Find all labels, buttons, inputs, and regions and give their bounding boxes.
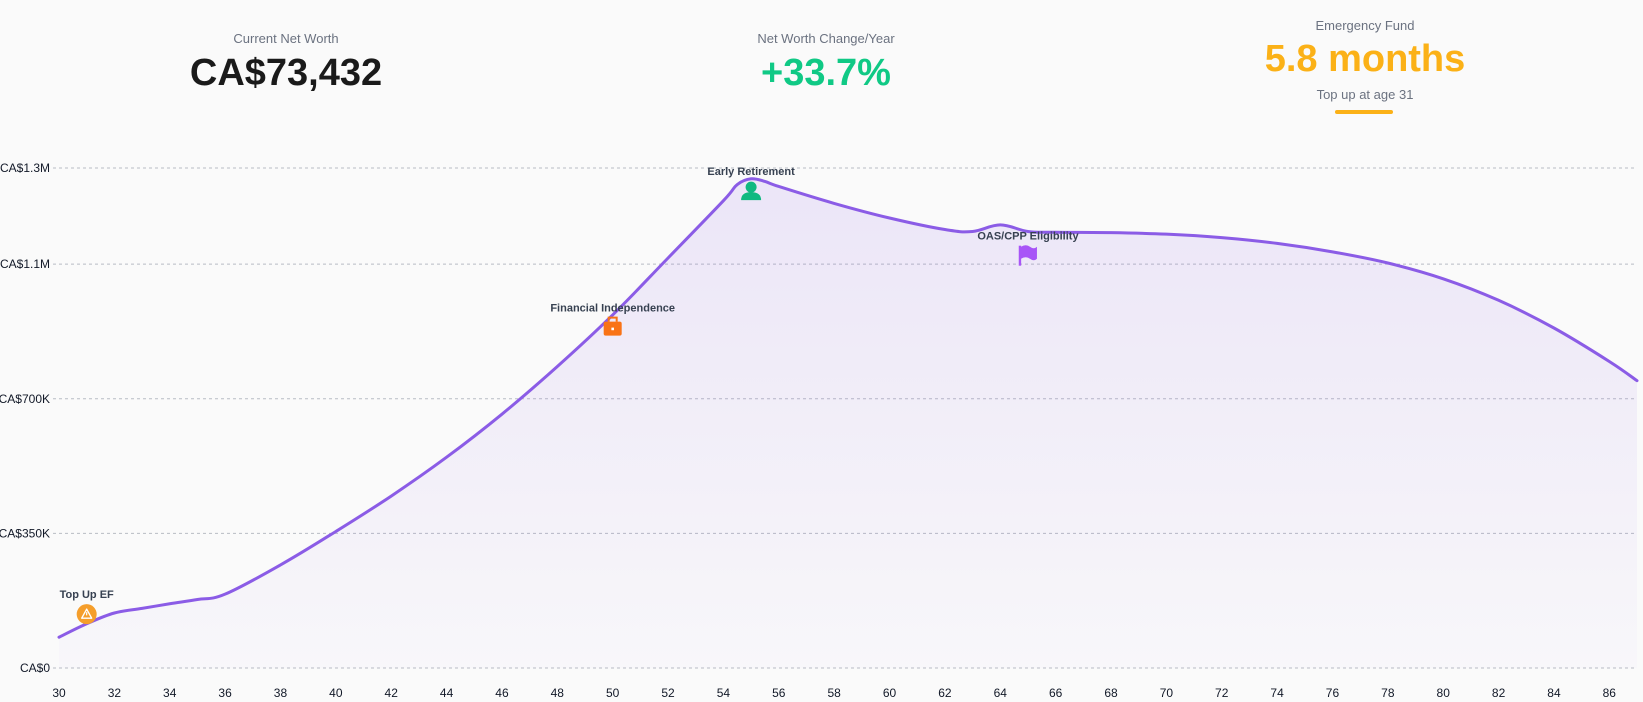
emergency-fund-progress-fill	[1335, 110, 1394, 114]
net-worth-change-value: +33.7%	[761, 52, 891, 94]
x-tick-label: 72	[1215, 686, 1229, 700]
x-tick-label: 66	[1049, 686, 1063, 700]
x-tick-label: 64	[994, 686, 1008, 700]
x-tick-label: 82	[1492, 686, 1506, 700]
x-tick-label: 84	[1547, 686, 1561, 700]
x-axis-ticks: 30 32 34 36 38 40 42 44 46 48 50 52 54 56 58 60 62 64 66 68…	[52, 686, 1616, 700]
y-tick-label: CA$0	[20, 661, 50, 675]
x-tick-label: 44	[440, 686, 454, 700]
x-tick-label: 78	[1381, 686, 1395, 700]
x-tick-label: 80	[1437, 686, 1451, 700]
x-tick-label: 50	[606, 686, 620, 700]
x-tick-label: 48	[551, 686, 565, 700]
x-tick-label: 40	[329, 686, 343, 700]
x-tick-label: 46	[495, 686, 509, 700]
x-tick-label: 42	[385, 686, 399, 700]
y-tick-label: CA$1.3M	[0, 161, 50, 175]
x-tick-label: 58	[827, 686, 841, 700]
flag-icon	[1018, 245, 1037, 266]
x-tick-label: 74	[1270, 686, 1284, 700]
y-axis-ticks: CA$0 CA$350K CA$700K CA$1.1M CA$1.3M	[0, 161, 50, 675]
x-tick-label: 70	[1160, 686, 1174, 700]
emergency-fund-value: 5.8 months	[1264, 38, 1466, 80]
x-tick-label: 68	[1104, 686, 1118, 700]
net-worth-change-card: Net Worth Change/Year +33.7%	[616, 0, 1036, 92]
emergency-fund-subtitle: Top up at age 31	[1316, 87, 1414, 102]
x-tick-label: 34	[163, 686, 177, 700]
milestone-label: Financial Independence	[550, 303, 675, 315]
x-tick-label: 60	[883, 686, 897, 700]
milestone-annotations: Top Up EF Financial Independence Early Ret…	[60, 166, 1079, 625]
x-tick-label: 30	[52, 686, 66, 700]
net-worth-line	[57, 177, 1639, 639]
emergency-fund-card: Emergency Fund 5.8 months Top up at age …	[1155, 0, 1575, 114]
emergency-fund-progress-bar	[1335, 110, 1395, 114]
person-icon	[741, 181, 762, 201]
current-net-worth-value: CA$73,432	[189, 52, 383, 94]
milestone-label: Top Up EF	[60, 589, 114, 601]
milestone-label: Early Retirement	[707, 166, 795, 178]
briefcase-icon	[603, 316, 622, 336]
net-worth-area	[59, 178, 1637, 668]
current-net-worth-card: Current Net Worth CA$73,432	[76, 0, 496, 92]
x-tick-label: 32	[108, 686, 122, 700]
x-tick-label: 86	[1603, 686, 1617, 700]
milestone-label: OAS/CPP Eligibility	[977, 231, 1079, 243]
y-tick-label: CA$700K	[0, 392, 50, 406]
x-tick-label: 76	[1326, 686, 1340, 700]
warning-icon	[76, 604, 97, 625]
emergency-fund-label: Emergency Fund	[1315, 18, 1415, 33]
x-tick-label: 62	[938, 686, 952, 700]
x-tick-label: 38	[274, 686, 288, 700]
x-tick-label: 56	[772, 686, 786, 700]
x-tick-label: 52	[661, 686, 675, 700]
x-tick-label: 36	[218, 686, 232, 700]
y-tick-label: CA$350K	[0, 526, 50, 540]
x-tick-label: 54	[717, 686, 731, 700]
current-net-worth-label: Current Net Worth	[233, 31, 339, 46]
y-tick-label: CA$1.1M	[0, 257, 50, 271]
net-worth-change-label: Net Worth Change/Year	[757, 31, 895, 46]
